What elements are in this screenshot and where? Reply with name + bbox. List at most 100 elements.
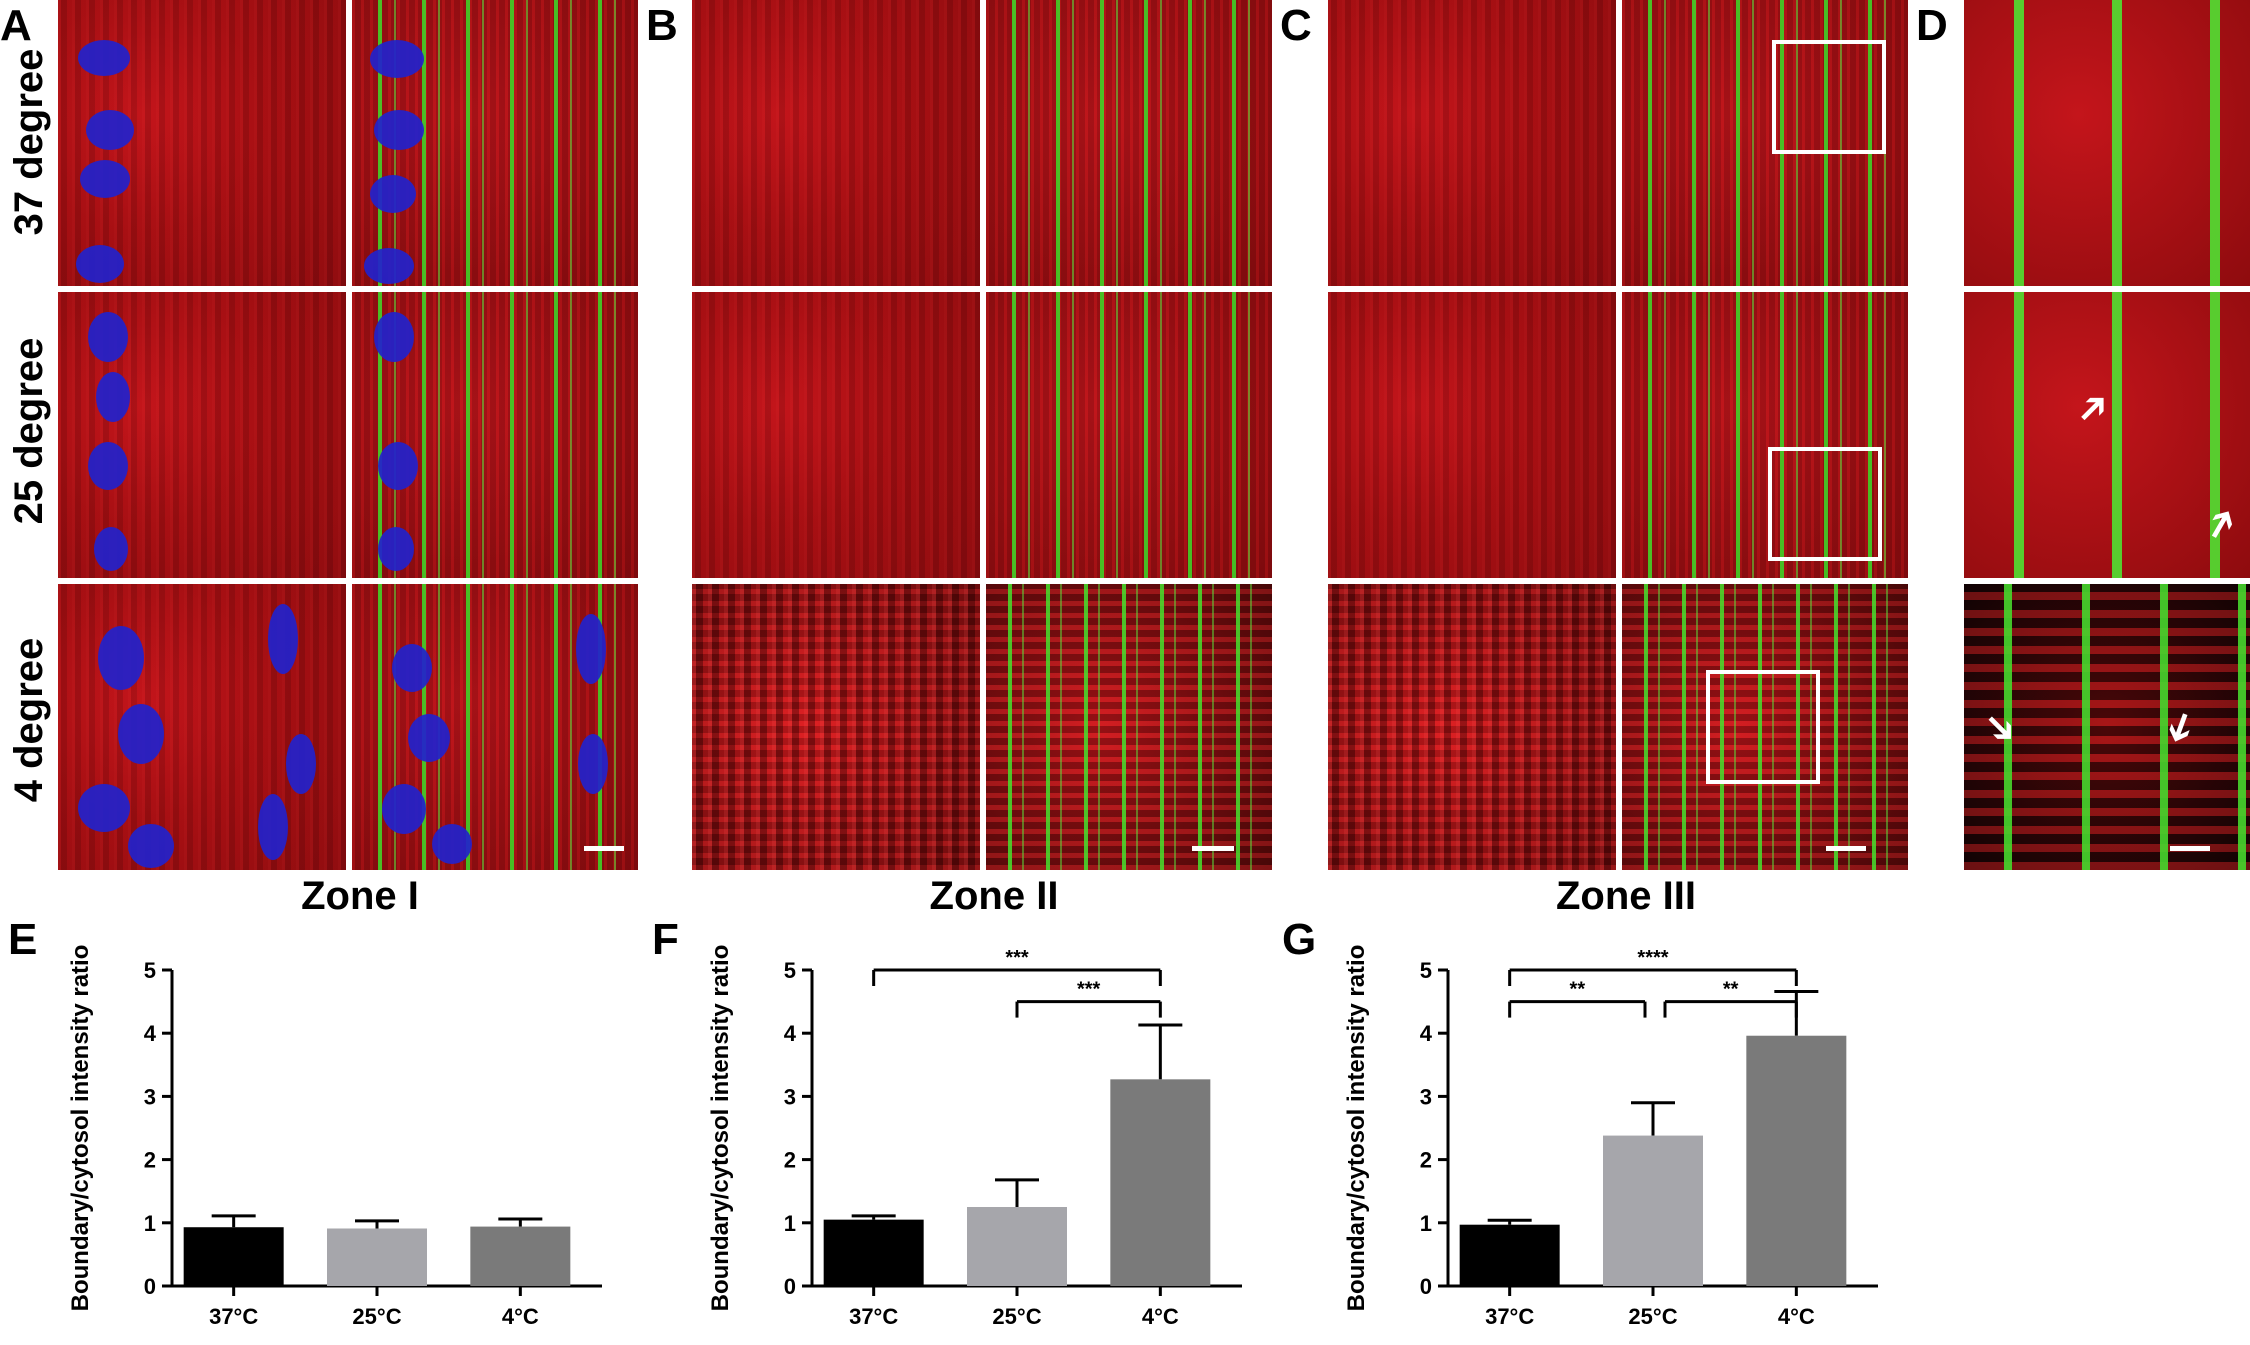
nucleus	[80, 160, 130, 198]
bar-2	[967, 1207, 1067, 1286]
x-tick-label: 25°C	[992, 1304, 1041, 1329]
y-tick-label: 2	[144, 1148, 156, 1173]
y-tick-label: 2	[1420, 1148, 1432, 1173]
nucleus	[78, 784, 130, 832]
nucleus	[382, 784, 426, 834]
micrograph-c-4-merge	[1622, 584, 1908, 870]
roi-box	[1768, 447, 1882, 561]
nucleus	[86, 110, 134, 150]
y-tick-label: 2	[784, 1148, 796, 1173]
nucleus	[408, 714, 450, 762]
micrograph-a-25-merge	[352, 292, 638, 578]
micrograph-d-4-zoom: ➔ ➔	[1964, 584, 2250, 870]
panel-letter-d: D	[1916, 1, 1948, 50]
x-tick-label: 25°C	[352, 1304, 401, 1329]
significance-label: **	[1723, 979, 1739, 1001]
nucleus	[78, 40, 130, 76]
zone-label-3: Zone III	[1556, 874, 1696, 918]
nucleus	[364, 248, 414, 284]
nucleus	[98, 626, 144, 690]
zone-label-1: Zone I	[301, 874, 419, 918]
scale-bar	[1192, 846, 1234, 851]
nucleus	[374, 312, 414, 362]
bar-2	[1603, 1135, 1703, 1286]
row-label-4: 4 degree	[7, 637, 51, 803]
roi-box	[1772, 40, 1886, 154]
bar-3	[470, 1226, 571, 1286]
bar-chart-f: Boundary/cytosol intensity ratio 0 1 2 3 4 5 37…	[707, 945, 1242, 1329]
nucleus	[578, 734, 608, 794]
y-axis-label: Boundary/cytosol intensity ratio	[707, 945, 734, 1312]
y-tick-label: 3	[144, 1084, 156, 1109]
micrograph-c-4-red	[1328, 584, 1616, 870]
row-label-37: 37 degree	[7, 48, 51, 236]
bar-1	[183, 1227, 284, 1286]
nucleus	[118, 704, 164, 764]
nucleus	[378, 442, 418, 490]
y-tick-label: 1	[784, 1211, 796, 1236]
bar-3	[1110, 1079, 1211, 1286]
y-tick-label: 1	[144, 1211, 156, 1236]
y-tick-label: 0	[784, 1274, 796, 1299]
row-label-25: 25 degree	[7, 337, 51, 525]
nucleus	[370, 40, 424, 78]
significance-label: ****	[1637, 947, 1668, 969]
y-tick-label: 1	[1420, 1211, 1432, 1236]
micrograph-c-37-merge	[1622, 0, 1908, 286]
x-tick-label: 4°C	[502, 1304, 539, 1329]
significance-label: ***	[1005, 947, 1029, 969]
y-tick-label: 4	[144, 1021, 157, 1046]
y-tick-label: 3	[1420, 1084, 1432, 1109]
micrograph-b-4-merge	[986, 584, 1272, 870]
micrograph-a-25-red	[58, 292, 346, 578]
bar-chart-e: Boundary/cytosol intensity ratio 0 1 2 3 4 5 37…	[67, 945, 602, 1329]
micrograph-d-37-zoom	[1964, 0, 2250, 286]
y-axis-label: Boundary/cytosol intensity ratio	[67, 945, 94, 1312]
nucleus	[392, 644, 432, 692]
y-tick-label: 4	[784, 1021, 797, 1046]
nucleus	[96, 372, 130, 422]
nucleus	[374, 110, 424, 150]
y-axis-label: Boundary/cytosol intensity ratio	[1343, 945, 1370, 1312]
scale-bar	[2170, 846, 2210, 851]
arrow-down-right-icon: ➔	[2154, 704, 2208, 752]
x-tick-label: 25°C	[1628, 1304, 1677, 1329]
micrograph-b-4-red	[692, 584, 980, 870]
x-tick-label: 37°C	[1485, 1304, 1534, 1329]
y-tick-label: 0	[1420, 1274, 1432, 1299]
bar-1	[1459, 1224, 1560, 1286]
y-tick-label: 3	[784, 1084, 796, 1109]
micrograph-b-25-red	[692, 292, 980, 578]
panel-letter-c: C	[1280, 1, 1312, 50]
nucleus	[268, 604, 298, 674]
arrow-up-right-icon: ➔	[2065, 380, 2121, 436]
y-tick-label: 5	[1420, 958, 1432, 983]
nucleus	[378, 527, 414, 571]
x-tick-label: 37°C	[849, 1304, 898, 1329]
micrograph-d-25-zoom: ➔ ➔	[1964, 292, 2250, 578]
nucleus	[576, 614, 606, 684]
micrograph-a-4-merge	[352, 584, 638, 870]
nucleus	[88, 442, 128, 490]
micrograph-c-25-red	[1328, 292, 1616, 578]
nucleus	[128, 824, 174, 868]
panel-letter-b: B	[646, 1, 678, 50]
x-tick-label: 4°C	[1142, 1304, 1179, 1329]
nucleus	[286, 734, 316, 794]
nucleus	[432, 824, 472, 864]
y-tick-label: 5	[144, 958, 156, 983]
bar-3	[1746, 1035, 1847, 1286]
bar-1	[823, 1219, 924, 1286]
panel-letter-e: E	[8, 915, 38, 964]
significance-label: ***	[1077, 979, 1101, 1001]
micrograph-b-37-red	[692, 0, 980, 286]
arrow-up-right-icon: ➔	[2193, 498, 2249, 550]
x-tick-label: 4°C	[1778, 1304, 1815, 1329]
micrograph-b-25-merge	[986, 292, 1272, 578]
nucleus	[94, 527, 128, 571]
micrograph-a-37-merge	[352, 0, 638, 286]
micrograph-a-4-red	[58, 584, 346, 870]
panel-letter-f: F	[652, 915, 679, 964]
nucleus	[370, 175, 416, 213]
x-tick-label: 37°C	[209, 1304, 258, 1329]
